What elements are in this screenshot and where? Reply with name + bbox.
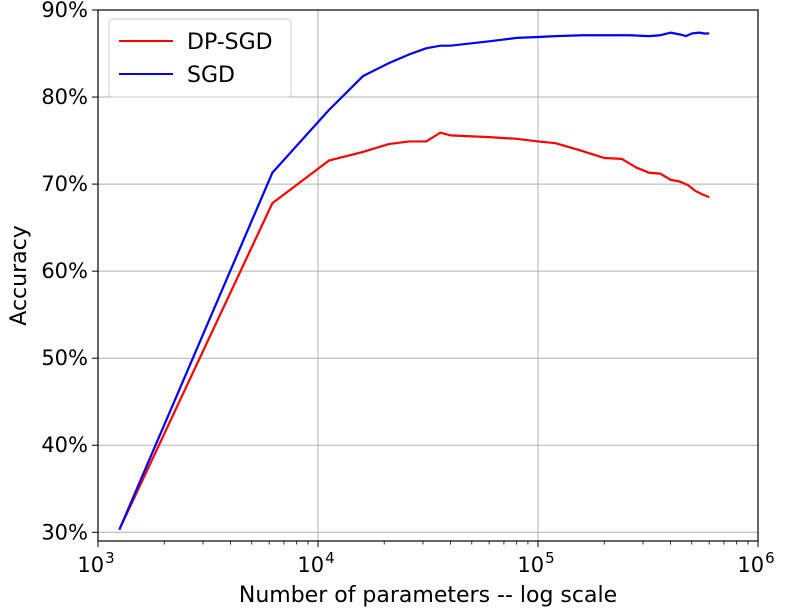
x-tick-label: 105 [517,549,554,577]
y-tick-label: 40% [41,433,88,457]
series-layer [118,31,710,531]
y-tick-label: 90% [41,0,88,22]
x-axis-ticks: 103 104 105 106 [77,541,775,577]
x-axis-label: Number of parameters -- log scale [239,583,617,608]
x-tick-label: 103 [77,549,114,577]
y-tick-label: 80% [41,85,88,109]
x-tick-label: 104 [297,549,334,577]
legend-label-dp-sgd: DP-SGD [187,30,273,55]
y-axis-ticks: 30% 40% 50% 60% 70% 80% 90% [41,0,98,544]
y-axis-label: Accuracy [7,225,32,325]
plot-frame [97,9,759,542]
y-tick-label: 30% [41,520,88,544]
series-line-sgd [118,31,710,531]
x-tick-label: 106 [737,549,774,577]
series-line-dp-sgd [118,131,710,531]
legend: DP-SGD SGD [108,18,292,98]
y-tick-label: 70% [41,172,88,196]
legend-label-sgd: SGD [187,63,235,88]
y-tick-label: 60% [41,259,88,283]
legend-box [108,18,292,98]
y-tick-label: 50% [41,346,88,370]
